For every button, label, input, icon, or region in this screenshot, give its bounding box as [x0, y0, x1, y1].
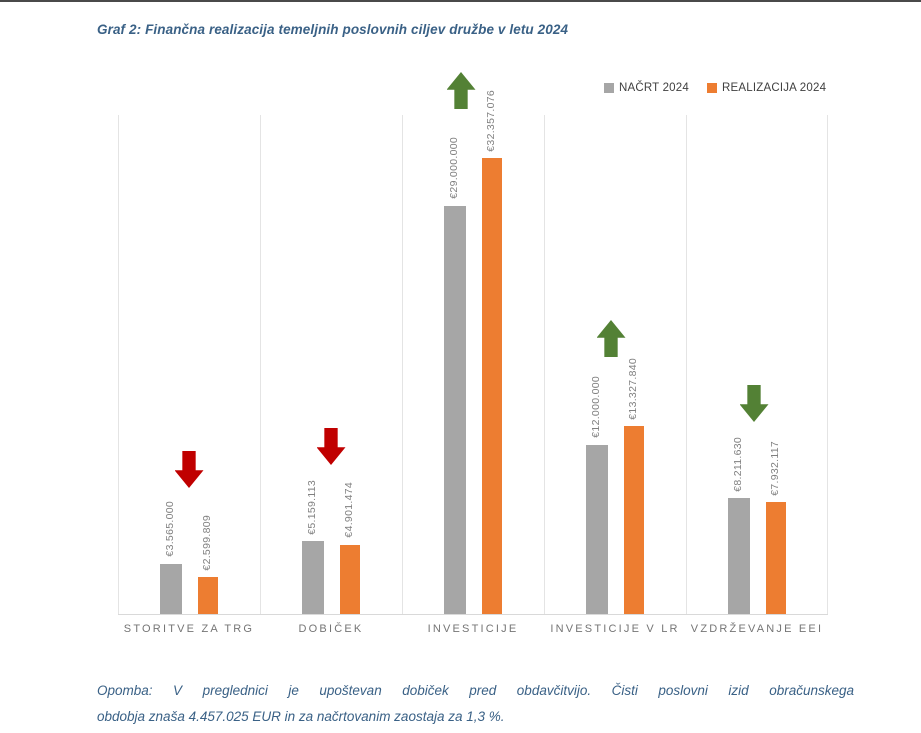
- category-label: STORITVE ZA TRG: [123, 623, 255, 635]
- note-text: Opomba: V preglednici je upoštevan dobič…: [97, 678, 854, 730]
- page-title: Graf 2: Finančna realizacija temeljnih p…: [97, 22, 569, 37]
- note-line-1: Opomba: V preglednici je upoštevan dobič…: [97, 683, 854, 698]
- legend-swatch-icon: [706, 83, 717, 93]
- trend-arrow-up-icon: [596, 320, 626, 357]
- gridline: [827, 115, 828, 615]
- category-label: VZDRŽEVANJE EEI: [690, 623, 824, 635]
- legend-item-label: NAČRT 2024: [619, 82, 689, 94]
- bar-value-label: €12.000.000: [590, 376, 602, 438]
- bar-value-label: €4.901.474: [343, 482, 355, 538]
- bar-realizacija: [624, 426, 644, 614]
- trend-arrow-down-icon: [174, 451, 204, 488]
- bar-nacrt: [728, 498, 750, 614]
- bar-realizacija: [340, 545, 360, 614]
- trend-arrow-up-icon: [446, 72, 476, 109]
- bar-value-label: €3.565.000: [164, 501, 176, 557]
- bar-nacrt: [302, 541, 324, 614]
- bar-value-label: €13.327.840: [627, 357, 639, 420]
- category-label: INVESTICIJE V LR: [550, 623, 680, 635]
- bar-value-label: €8.211.630: [732, 436, 744, 492]
- bar-nacrt: [444, 205, 466, 614]
- trend-arrow-down-icon: [739, 385, 769, 422]
- bar-value-label: €7.932.117: [769, 440, 781, 496]
- gridline: [260, 115, 261, 615]
- note-line-2: obdobja znaša 4.457.025 EUR in za načrto…: [97, 709, 505, 724]
- bar-nacrt: [586, 445, 608, 614]
- category-label: INVESTICIJE: [427, 623, 519, 635]
- bar-group: €29.000.000 €32.357.076 INVESTICIJE: [402, 72, 544, 635]
- legend-swatch-icon: [604, 83, 614, 93]
- legend-item: NAČRT 2024: [604, 82, 689, 94]
- x-axis-baseline: [118, 614, 828, 615]
- bar-value-label: €5.159.113: [306, 479, 318, 535]
- legend-item: REALIZACIJA 2024: [706, 82, 827, 94]
- chart-legend: NAČRT 2024 REALIZACIJA 2024: [604, 82, 826, 94]
- legend-item-label: REALIZACIJA 2024: [721, 82, 827, 94]
- plot-area: €3.565.000 €2.599.809 STORITVE ZA TRG €5.15…: [118, 72, 828, 635]
- bar-group: €5.159.113 €4.901.474 DOBIČEK: [260, 115, 402, 635]
- bar-group: €12.000.000 €13.327.840 INVESTICIJE V LR: [544, 115, 686, 635]
- bar-realizacija: [482, 158, 502, 614]
- gridline: [402, 115, 403, 615]
- bar-value-label: €32.357.076: [485, 89, 497, 152]
- bar-value-label: €2.599.809: [201, 514, 213, 571]
- bar-group: €3.565.000 €2.599.809 STORITVE ZA TRG: [118, 115, 260, 635]
- trend-arrow-down-icon: [316, 428, 346, 465]
- bar-value-label: €29.000.000: [448, 136, 460, 199]
- gridline: [544, 115, 545, 615]
- bar-group: €8.211.630 €7.932.117 VZDRŽEVANJE EEI: [686, 115, 828, 635]
- gridline: [686, 115, 687, 615]
- bar-realizacija: [766, 502, 786, 614]
- gridline: [118, 115, 119, 615]
- category-label: DOBIČEK: [298, 623, 364, 635]
- bar-realizacija: [198, 577, 218, 614]
- bar-nacrt: [160, 563, 182, 614]
